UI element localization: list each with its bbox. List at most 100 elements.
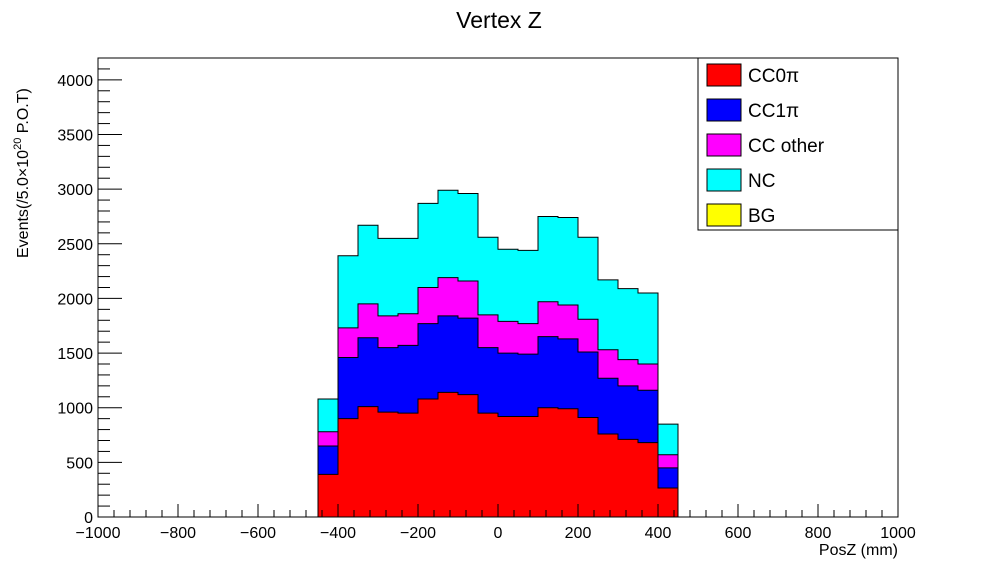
bar-1-15 [618,385,638,440]
y-tick-label: 2000 [57,291,93,308]
bar-0-4 [398,413,418,517]
series-outline-0 [317,391,679,517]
bar-0-1 [338,418,358,517]
bar-2-5 [418,287,438,324]
y-axis: 0 500 1000 1500 2000 2500 3000 3500 4000 [57,57,122,527]
x-tick-label: 1000 [880,525,916,542]
y-tick-label: 4000 [57,73,93,90]
bar-3-9 [498,249,518,322]
y-tick-label: 500 [66,455,93,472]
bar-2-3 [378,315,398,348]
bar-1-6 [438,315,458,393]
bar-2-10 [518,323,538,355]
bar-3-10 [518,250,538,324]
legend-label: CC1π [748,101,799,122]
bar-0-11 [538,407,558,517]
bar-0-17 [658,488,678,517]
bar-3-8 [478,237,498,315]
chart-title: Vertex Z [456,7,542,33]
bar-2-11 [538,301,558,337]
x-tick-label: 200 [565,525,592,542]
bar-3-14 [598,279,618,350]
series-outline-3 [317,189,679,517]
series-outline-1 [317,315,679,517]
bar-3-5 [418,203,438,288]
bar-2-13 [578,319,598,352]
bar-3-17 [658,424,678,455]
bar-2-6 [438,277,458,316]
bar-1-8 [478,347,498,414]
y-axis-label-unit: P.O.T) [15,88,32,138]
y-tick-label: 0 [84,510,93,527]
bar-1-5 [418,323,438,399]
bar-2-9 [498,321,518,354]
bar-3-1 [338,255,358,328]
stacked-bars [317,189,679,517]
bar-1-4 [398,345,418,414]
bar-1-12 [558,338,578,409]
x-tick-label: −800 [160,525,196,542]
bar-0-7 [458,394,478,517]
bar-3-13 [578,237,598,320]
bar-2-8 [478,314,498,348]
x-tick-label: 800 [805,525,832,542]
bar-2-16 [638,364,658,391]
x-tick-label: 0 [494,525,503,542]
y-axis-label-main: Events(/5.0×10 [15,150,32,258]
bar-1-13 [578,351,598,418]
legend-swatch [706,63,742,87]
bar-0-10 [518,416,538,517]
legend-swatch [706,168,742,192]
bar-0-0 [318,474,338,517]
bar-1-14 [598,378,618,434]
x-tick-label: 600 [725,525,752,542]
bar-0-6 [438,392,458,517]
bar-0-2 [358,406,378,517]
bar-0-14 [598,433,618,517]
bar-3-4 [398,238,418,314]
bar-3-16 [638,292,658,364]
bar-3-2 [358,225,378,304]
x-tick-label: −400 [320,525,356,542]
y-tick-label: 3500 [57,128,93,145]
legend-label: CC0π [748,66,799,87]
bar-2-2 [358,303,378,338]
bar-3-0 [318,398,338,432]
y-tick-label: 3000 [57,182,93,199]
bar-2-17 [658,454,678,468]
legend-swatch [706,203,742,227]
bar-2-4 [398,313,418,346]
bar-2-0 [318,431,338,446]
y-axis-label-exponent: 20 [12,138,24,150]
legend-swatch [706,133,742,157]
bar-1-2 [358,337,378,407]
legend-label: CC other [748,136,825,157]
bar-2-12 [558,304,578,339]
bar-0-8 [478,413,498,517]
x-axis: −1000 −800 −600 −400 −200 0 200 400 600 800 1000 [76,504,916,542]
bar-2-1 [338,327,358,358]
bar-2-14 [598,349,618,379]
y-tick-label: 1000 [57,401,93,418]
bar-2-7 [458,280,478,319]
bar-1-7 [458,318,478,395]
bar-0-13 [578,417,598,517]
x-tick-label: −600 [240,525,276,542]
x-tick-label: −200 [400,525,436,542]
y-tick-label: 2500 [57,237,93,254]
bar-1-0 [318,445,338,475]
y-tick-label: 1500 [57,346,93,363]
bar-0-3 [378,412,398,517]
bar-3-15 [618,288,638,360]
bar-1-10 [518,354,538,417]
bar-3-7 [458,193,478,281]
x-tick-label: −1000 [76,525,121,542]
x-tick-label: 400 [645,525,672,542]
bar-3-11 [538,216,558,302]
bar-1-16 [638,390,658,443]
bar-1-11 [538,336,558,408]
bar-0-16 [638,442,658,517]
bar-3-12 [558,217,578,305]
bar-2-15 [618,359,638,386]
legend-label: BG [748,206,775,227]
